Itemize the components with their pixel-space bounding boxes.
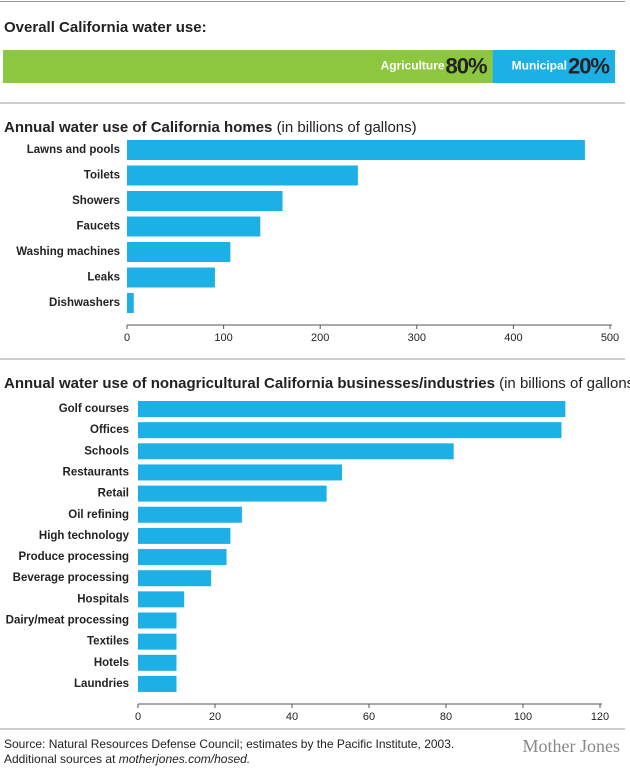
x-tick-label: 120 [591, 711, 609, 723]
legend-label: Municipal [512, 59, 567, 73]
category-label: Offices [90, 424, 129, 436]
title-text: Annual water use of California homes [4, 119, 272, 136]
category-label: Hospitals [77, 593, 129, 605]
brand: Mother Jones [523, 736, 621, 756]
source: Source: Natural Resources Defense Counci… [4, 737, 454, 751]
x-tick-label: 80 [440, 711, 452, 723]
legend-label: Agriculture [381, 59, 445, 73]
bar [138, 549, 227, 566]
bar-segment [492, 50, 615, 83]
category-label: Restaurants [63, 466, 129, 478]
bar-segment [3, 50, 493, 83]
bar [138, 401, 566, 417]
bar [138, 527, 231, 544]
category-label: Retail [98, 488, 129, 500]
bar [138, 485, 327, 502]
value-label: 20% [568, 53, 609, 78]
bar [127, 267, 215, 288]
bar [127, 216, 261, 237]
bar [127, 242, 231, 262]
x-tick-label: 0 [124, 332, 130, 344]
bar [138, 612, 177, 629]
subtitle: (in billions of gallons) [277, 119, 417, 136]
bar [127, 140, 585, 160]
category-label: Faucets [77, 221, 120, 233]
category-label: Dairy/meat processing [6, 615, 129, 627]
bar [138, 443, 454, 460]
subtitle: (in billions of gallons) [499, 375, 630, 392]
category-label: Textiles [87, 636, 129, 648]
bar [138, 422, 562, 439]
x-tick-label: 60 [363, 711, 375, 723]
value-label: 80% [446, 53, 487, 78]
additional-text: Additional sources at [4, 752, 116, 766]
title-text: Overall California water use: [4, 19, 207, 36]
x-tick-label: 100 [514, 711, 532, 723]
bar [127, 191, 283, 211]
category-label: Showers [72, 195, 120, 207]
x-tick-label: 20 [209, 711, 221, 723]
category-label: Oil refining [68, 509, 129, 521]
category-label: High technology [39, 530, 130, 542]
x-tick-label: 100 [214, 332, 232, 344]
category-label: Beverage processing [13, 572, 129, 584]
category-label: Lawns and pools [27, 144, 120, 156]
x-tick-label: 40 [286, 711, 298, 723]
x-tick-label: 200 [311, 332, 329, 344]
title-text: Annual water use of nonagricultural Cali… [4, 375, 495, 392]
x-tick-label: 400 [504, 332, 522, 344]
additional-sources: Additional sources at motherjones.com/ho… [4, 752, 250, 766]
category-label: Washing machines [16, 246, 120, 258]
bar [127, 293, 134, 313]
x-tick-label: 0 [135, 711, 141, 723]
link: motherjones.com/hosed. [119, 752, 250, 766]
chart-title: Annual water use of California homes (in… [4, 119, 417, 136]
category-label: Hotels [94, 657, 129, 669]
category-label: Dishwashers [49, 297, 120, 309]
category-label: Produce processing [18, 551, 129, 563]
category-label: Golf courses [59, 403, 129, 415]
category-label: Leaks [87, 272, 120, 284]
bar [138, 675, 177, 692]
category-label: Laundries [74, 678, 129, 690]
bar [138, 464, 343, 481]
bar [127, 165, 358, 186]
bar [138, 506, 242, 523]
category-label: Toilets [84, 170, 120, 182]
bar [138, 633, 177, 650]
bar [138, 570, 212, 587]
bar [138, 654, 177, 671]
x-tick-label: 300 [408, 332, 426, 344]
category-label: Schools [84, 445, 129, 457]
x-tick-label: 500 [601, 332, 619, 344]
chart-title: Annual water use of nonagricultural Cali… [4, 375, 630, 392]
chart-title: Overall California water use: [4, 19, 207, 36]
bar [138, 591, 185, 608]
